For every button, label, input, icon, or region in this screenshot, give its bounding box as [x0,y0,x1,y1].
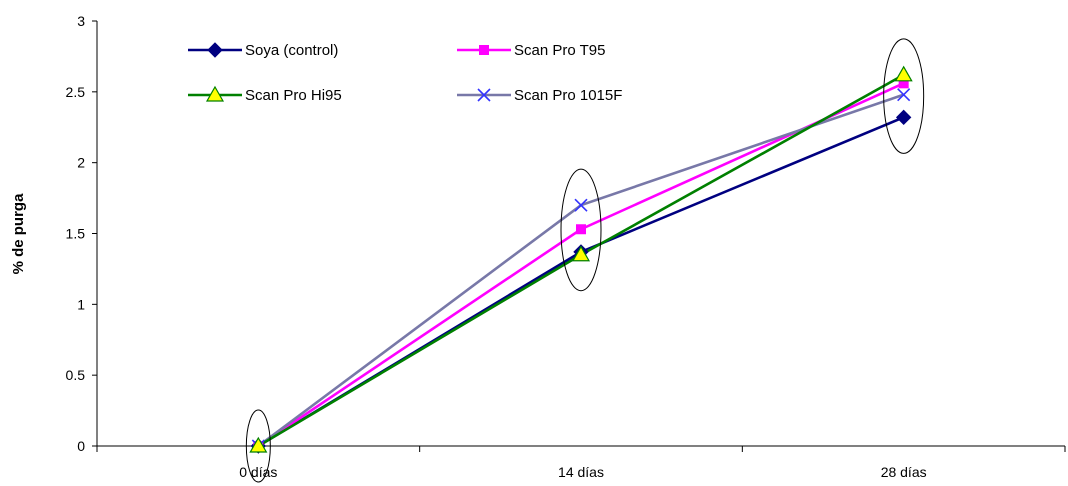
data-point [574,198,588,212]
y-tick-label: 1 [77,296,85,312]
series-markers-0 [250,109,912,454]
data-point [895,109,912,126]
legend-item-2: Scan Pro Hi95 [188,85,342,104]
y-tick-label: 2.5 [66,84,86,100]
legend: Soya (control) Scan Pro T95 Scan Pro Hi95 S… [188,42,622,104]
marker-stroke [897,88,911,102]
annotation-ellipse [560,168,602,292]
x-tick-label: 0 días [239,464,277,480]
annotation-ellipse [883,38,925,154]
legend-item-3: Scan Pro 1015F [457,87,622,104]
series-0 [257,116,905,448]
series-markers-2 [249,65,913,453]
marker-stroke [574,198,588,212]
annotation-layer [245,38,925,483]
series-line [257,82,905,448]
axes: 0 0.5 1 1.5 2 2.5 3 0 días 14 días 28 días [66,13,1066,480]
y-tick-label: 0.5 [66,367,86,383]
data-point [249,436,268,453]
legend-label: Soya (control) [245,42,338,59]
legend-marker [207,42,223,58]
data-point [571,245,591,262]
legend-item-0: Soya (control) [188,42,338,59]
data-point [894,65,913,82]
legend-item-1: Scan Pro T95 [457,42,605,59]
data-point [576,224,586,235]
series-markers-3 [251,88,911,453]
legend-marker [479,45,489,55]
series-3 [257,93,905,448]
series-line [257,116,905,448]
y-axis-label: % de purga [10,193,27,275]
legend-label: Scan Pro Hi95 [245,87,342,104]
series-line [257,93,905,448]
legend-marker [477,88,491,102]
annotation-ellipse [245,409,271,483]
y-tick-label: 2 [77,155,85,171]
legend-label: Scan Pro T95 [514,42,605,59]
series-layer [249,65,913,454]
data-point [897,88,911,102]
y-tick-label: 0 [77,438,85,454]
x-tick-label: 28 días [881,464,927,480]
legend-label: Scan Pro 1015F [514,87,622,104]
marker-stroke [477,88,491,102]
y-tick-label: 1.5 [66,226,86,242]
x-tick-label: 14 días [558,464,604,480]
y-tick-label: 3 [77,13,85,29]
series-markers-1 [253,78,909,451]
series-1 [257,82,905,448]
legend-marker [205,85,225,102]
